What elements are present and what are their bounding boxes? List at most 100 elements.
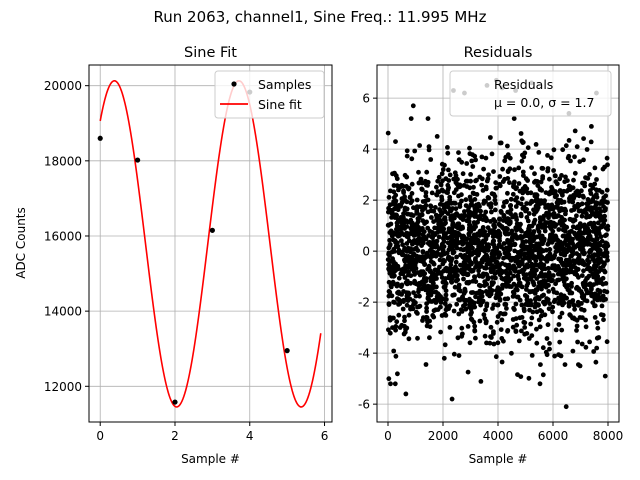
- residual-point: [605, 227, 611, 232]
- residual-point: [542, 312, 548, 318]
- residual-point: [429, 253, 435, 259]
- residual-point: [524, 277, 529, 282]
- residual-point: [536, 223, 541, 229]
- sine-fit-frame: [88, 64, 333, 423]
- residual-point: [574, 144, 580, 150]
- residual-point: [443, 231, 449, 237]
- y-tick-label: 18000: [44, 154, 82, 168]
- residual-point: [507, 255, 512, 261]
- residual-point: [465, 271, 471, 277]
- residual-point: [389, 293, 395, 299]
- residual-point: [542, 301, 548, 307]
- residual-point: [567, 299, 572, 305]
- residual-point: [414, 309, 419, 315]
- residual-point: [546, 277, 551, 283]
- residual-point: [466, 231, 472, 237]
- residual-point: [496, 288, 502, 294]
- residual-point: [386, 209, 391, 215]
- residual-point: [400, 242, 405, 248]
- residual-point: [454, 301, 460, 307]
- residual-point: [442, 162, 447, 168]
- residual-point: [578, 208, 584, 214]
- residual-point: [475, 237, 481, 243]
- residual-point: [552, 223, 558, 229]
- residual-point: [549, 202, 555, 208]
- residual-point: [461, 276, 466, 282]
- residual-point: [403, 280, 409, 285]
- sine-fit-xlabel: Sample #: [181, 452, 240, 466]
- residual-point: [496, 255, 501, 260]
- residual-point: [409, 181, 415, 187]
- residual-point: [525, 145, 531, 151]
- residual-point: [559, 310, 565, 316]
- residual-point: [468, 178, 473, 184]
- residual-point: [456, 282, 462, 288]
- residual-point: [387, 317, 393, 323]
- residual-point: [563, 237, 569, 243]
- y-tick-label: 12000: [44, 380, 82, 394]
- residual-point: [531, 237, 536, 243]
- residual-point: [540, 174, 546, 179]
- residual-point: [408, 212, 413, 218]
- residual-point: [434, 238, 440, 244]
- residual-point: [386, 266, 392, 272]
- residual-point: [442, 342, 448, 348]
- residual-point: [409, 156, 415, 162]
- residual-point: [580, 249, 585, 255]
- residual-point: [473, 157, 478, 163]
- residual-point: [479, 154, 485, 160]
- residual-point: [547, 176, 552, 182]
- y-tick-label: 20000: [44, 79, 82, 93]
- residual-outlier-point: [563, 404, 569, 410]
- residual-point: [428, 157, 434, 162]
- residual-point: [424, 219, 429, 225]
- residual-point: [472, 257, 478, 263]
- residual-point: [572, 231, 578, 237]
- residual-point: [557, 339, 563, 345]
- residual-point: [402, 275, 408, 280]
- residual-point: [413, 245, 419, 251]
- residual-point: [569, 290, 575, 296]
- residual-point: [386, 194, 392, 200]
- residual-point: [416, 304, 422, 310]
- residual-point: [569, 249, 575, 254]
- residual-point: [481, 198, 487, 204]
- residual-point: [439, 313, 445, 318]
- residual-point: [533, 203, 539, 209]
- residual-point: [408, 280, 413, 286]
- residual-point: [432, 225, 437, 231]
- residual-point: [507, 155, 513, 161]
- residual-point: [488, 291, 494, 297]
- residual-point: [429, 234, 434, 240]
- y-tick-label: -2: [358, 296, 370, 310]
- residual-point: [489, 275, 495, 280]
- residuals-legend-box: [449, 70, 612, 117]
- residual-point: [455, 176, 460, 182]
- residual-point: [465, 324, 471, 329]
- residual-point: [520, 261, 525, 266]
- residual-point: [536, 251, 542, 256]
- residual-point: [424, 305, 429, 311]
- residual-point: [587, 213, 593, 219]
- residual-point: [499, 224, 504, 229]
- residual-point: [590, 206, 596, 211]
- residual-point: [526, 250, 532, 256]
- residual-point: [425, 296, 431, 301]
- residual-point: [393, 199, 398, 205]
- residual-point: [392, 273, 397, 279]
- residual-point: [387, 237, 392, 243]
- residual-point: [393, 173, 399, 179]
- residual-point: [551, 147, 557, 153]
- residual-point: [416, 254, 422, 260]
- residual-point: [601, 317, 606, 323]
- residual-point: [505, 274, 511, 279]
- residual-point: [571, 177, 576, 183]
- residual-point: [549, 239, 555, 245]
- residual-point: [472, 274, 477, 280]
- residual-point: [526, 211, 532, 216]
- residual-point: [409, 191, 415, 196]
- residual-point: [436, 297, 442, 303]
- residual-point: [404, 148, 410, 154]
- residual-point: [534, 340, 540, 346]
- residual-point: [518, 269, 524, 274]
